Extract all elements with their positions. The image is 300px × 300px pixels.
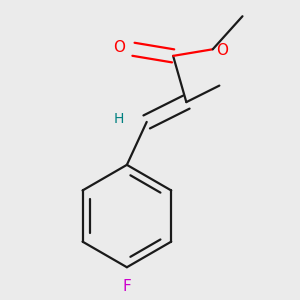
Text: O: O bbox=[113, 40, 125, 55]
Text: O: O bbox=[216, 44, 228, 59]
Text: H: H bbox=[113, 112, 124, 126]
Text: F: F bbox=[122, 279, 131, 294]
